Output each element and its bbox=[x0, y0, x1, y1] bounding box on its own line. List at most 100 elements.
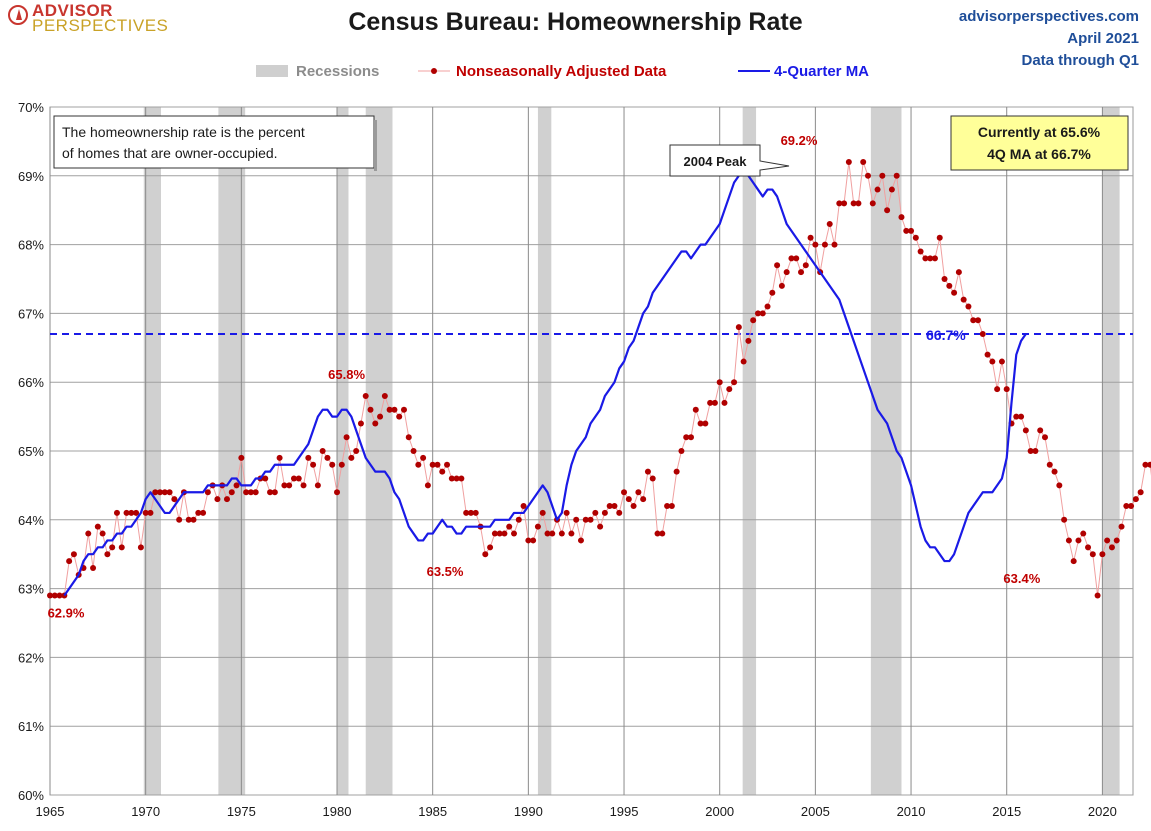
nsa-point bbox=[750, 317, 757, 324]
nsa-point bbox=[429, 461, 436, 468]
nsa-point bbox=[511, 530, 518, 537]
nsa-point bbox=[745, 337, 752, 344]
nsa-point bbox=[386, 406, 393, 413]
note-box-shadow bbox=[374, 120, 377, 171]
y-tick-label-64: 64% bbox=[18, 513, 44, 528]
nsa-point bbox=[807, 234, 814, 241]
nsa-point bbox=[157, 489, 164, 496]
x-tick-label-2010: 2010 bbox=[897, 804, 926, 819]
y-tick-label-65: 65% bbox=[18, 444, 44, 459]
nsa-point bbox=[864, 172, 871, 179]
nsa-point bbox=[1089, 551, 1096, 558]
nsa-point bbox=[702, 420, 709, 427]
nsa-point bbox=[597, 523, 604, 530]
note-box bbox=[53, 115, 375, 169]
x-tick-label-2005: 2005 bbox=[801, 804, 830, 819]
nsa-point bbox=[1104, 537, 1111, 544]
nsa-point bbox=[879, 172, 886, 179]
nsa-point bbox=[104, 551, 111, 558]
nsa-point bbox=[353, 448, 360, 454]
nsa-point bbox=[109, 544, 116, 551]
nsa-point bbox=[841, 200, 848, 207]
ma-series-line bbox=[63, 167, 1027, 597]
nsa-point bbox=[754, 310, 761, 317]
nsa-point bbox=[271, 489, 278, 496]
current-box bbox=[950, 115, 1129, 171]
nsa-point bbox=[654, 530, 661, 537]
nsa-point bbox=[1027, 448, 1034, 454]
legend: Recessions Nonseasonally Adjusted Data 4… bbox=[0, 60, 1151, 82]
nsa-point bbox=[845, 159, 852, 166]
nsa-point bbox=[903, 227, 910, 234]
annotation-label: 62.9% bbox=[48, 605, 85, 620]
legend-recessions: Recessions bbox=[256, 60, 379, 82]
nsa-point bbox=[415, 461, 422, 468]
nsa-point bbox=[874, 186, 881, 193]
nsa-point bbox=[821, 241, 828, 248]
note-text-line2: of homes that are owner-occupied. bbox=[62, 145, 278, 161]
nsa-point bbox=[1018, 413, 1025, 420]
nsa-point bbox=[539, 509, 546, 516]
nsa-point bbox=[348, 454, 355, 461]
nsa-point bbox=[534, 523, 541, 530]
nsa-point bbox=[568, 530, 575, 537]
nsa-point bbox=[1118, 523, 1125, 530]
nsa-point bbox=[243, 489, 250, 496]
nsa-point bbox=[998, 358, 1005, 365]
nsa-point bbox=[678, 448, 685, 454]
nsa-point bbox=[687, 434, 694, 441]
nsa-point bbox=[601, 509, 608, 516]
x-tick-label-1975: 1975 bbox=[227, 804, 256, 819]
nsa-point bbox=[788, 255, 795, 262]
nsa-points bbox=[47, 159, 1151, 599]
nsa-point bbox=[577, 537, 584, 544]
nsa-point bbox=[314, 482, 321, 489]
nsa-point bbox=[826, 220, 833, 227]
nsa-point bbox=[783, 269, 790, 276]
nsa-point bbox=[707, 399, 714, 406]
nsa-point bbox=[51, 592, 58, 599]
nsa-point bbox=[204, 489, 211, 496]
nsa-point bbox=[56, 592, 63, 599]
nsa-point bbox=[506, 523, 513, 530]
nsa-point bbox=[324, 454, 331, 461]
annotation-label: 63.5% bbox=[427, 564, 464, 579]
nsa-point bbox=[836, 200, 843, 207]
nsa-point bbox=[1065, 537, 1072, 544]
nsa-point bbox=[525, 537, 532, 544]
reference-line-label: 66.7% bbox=[926, 327, 966, 343]
nsa-point bbox=[635, 489, 642, 496]
nsa-point bbox=[831, 241, 838, 248]
nsa-point bbox=[625, 496, 632, 503]
legend-ma-label: 4-Quarter MA bbox=[774, 62, 870, 80]
nsa-point bbox=[262, 475, 269, 482]
nsa-point bbox=[893, 172, 900, 179]
nsa-point bbox=[1147, 461, 1151, 468]
nsa-point bbox=[233, 482, 240, 489]
nsa-point bbox=[1113, 537, 1120, 544]
nsa-point bbox=[1061, 516, 1068, 523]
nsa-point bbox=[501, 530, 508, 537]
nsa-point bbox=[377, 413, 384, 420]
nsa-point bbox=[166, 489, 173, 496]
logo: ADVISOR PERSPECTIVES bbox=[6, 0, 206, 40]
nsa-point bbox=[587, 516, 594, 523]
nsa-point bbox=[424, 482, 431, 489]
nsa-point bbox=[1022, 427, 1029, 434]
nsa-point bbox=[960, 296, 967, 303]
nsa-point bbox=[697, 420, 704, 427]
nsa-point bbox=[223, 496, 230, 503]
nsa-point bbox=[664, 503, 671, 510]
nsa-point bbox=[558, 530, 565, 537]
recession-swatch-icon bbox=[256, 65, 288, 77]
nsa-point bbox=[410, 448, 417, 454]
nsa-point bbox=[644, 468, 651, 475]
nsa-point bbox=[802, 262, 809, 269]
y-tick-label-66: 66% bbox=[18, 375, 44, 390]
nsa-point bbox=[147, 509, 154, 516]
nsa-point bbox=[941, 276, 948, 282]
nsa-point bbox=[1070, 558, 1077, 565]
nsa-point bbox=[975, 317, 982, 324]
y-tick-label-60: 60% bbox=[18, 788, 44, 803]
nsa-point bbox=[1003, 386, 1010, 393]
